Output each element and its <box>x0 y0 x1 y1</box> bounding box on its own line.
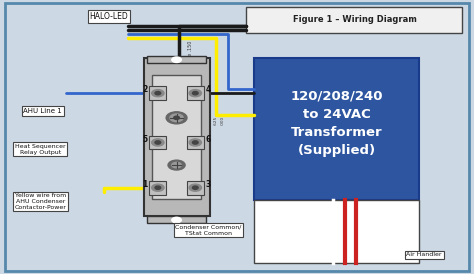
FancyBboxPatch shape <box>187 136 204 149</box>
FancyBboxPatch shape <box>149 181 166 195</box>
FancyBboxPatch shape <box>187 86 204 100</box>
Text: HALO-LED: HALO-LED <box>90 12 128 21</box>
Circle shape <box>189 139 201 146</box>
Circle shape <box>155 92 161 95</box>
Circle shape <box>170 114 183 122</box>
FancyBboxPatch shape <box>149 86 166 100</box>
FancyBboxPatch shape <box>144 58 210 216</box>
Text: Figure 1 – Wiring Diagram: Figure 1 – Wiring Diagram <box>292 15 417 24</box>
Text: 120/208/240
to 24VAC
Transformer
(Supplied): 120/208/240 to 24VAC Transformer (Suppli… <box>290 90 383 157</box>
Circle shape <box>152 90 164 97</box>
Text: .625: .625 <box>214 116 218 125</box>
FancyBboxPatch shape <box>254 58 419 200</box>
Text: .000: .000 <box>221 116 225 125</box>
Text: 6: 6 <box>206 135 211 144</box>
Text: 3: 3 <box>206 180 211 189</box>
Text: 2: 2 <box>142 85 147 94</box>
Text: 5: 5 <box>142 135 147 144</box>
Text: ø .150: ø .150 <box>187 40 192 56</box>
Circle shape <box>166 112 187 124</box>
Text: 4: 4 <box>206 85 211 94</box>
Circle shape <box>168 160 185 170</box>
Circle shape <box>152 184 164 191</box>
FancyBboxPatch shape <box>246 7 462 33</box>
FancyBboxPatch shape <box>152 75 201 199</box>
FancyBboxPatch shape <box>187 181 204 195</box>
Text: Heat Sequencer
Relay Output: Heat Sequencer Relay Output <box>15 144 65 155</box>
FancyBboxPatch shape <box>254 200 419 263</box>
Circle shape <box>172 217 181 223</box>
Text: 1: 1 <box>142 180 147 189</box>
Circle shape <box>173 116 179 119</box>
Text: Air Handler: Air Handler <box>407 252 442 257</box>
FancyBboxPatch shape <box>5 3 469 271</box>
Circle shape <box>155 141 161 144</box>
Text: AHU Line 1: AHU Line 1 <box>23 108 62 114</box>
Text: Yellow wire from
AHU Condenser
Contactor-Power: Yellow wire from AHU Condenser Contactor… <box>14 193 66 210</box>
Circle shape <box>192 141 198 144</box>
Circle shape <box>189 184 201 191</box>
Circle shape <box>189 90 201 97</box>
FancyBboxPatch shape <box>147 56 206 63</box>
Circle shape <box>192 92 198 95</box>
Circle shape <box>192 186 198 189</box>
Circle shape <box>172 162 181 168</box>
Circle shape <box>172 57 181 62</box>
FancyBboxPatch shape <box>147 216 206 223</box>
FancyBboxPatch shape <box>149 136 166 149</box>
Circle shape <box>155 186 161 189</box>
Text: Condenser Common/
TStat Common: Condenser Common/ TStat Common <box>175 225 242 236</box>
Circle shape <box>152 139 164 146</box>
